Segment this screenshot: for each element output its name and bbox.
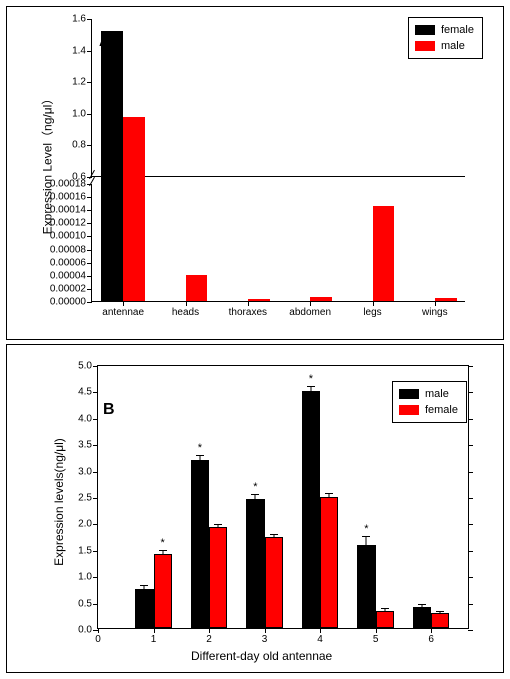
significance-star: * xyxy=(364,523,368,535)
bar xyxy=(123,117,145,176)
bar xyxy=(164,301,186,302)
bar xyxy=(376,611,394,628)
xtick-label: wings xyxy=(422,307,448,318)
ytick-label: 1.4 xyxy=(72,45,86,56)
panel-a-lower-axes: 0.000000.000020.000040.000060.000080.000… xyxy=(91,184,465,302)
xtick-label: 4 xyxy=(317,634,323,645)
significance-star: * xyxy=(309,373,313,385)
ytick-label: 0.00016 xyxy=(50,192,86,203)
ytick-label: 0.00010 xyxy=(50,231,86,242)
xtick-label: 3 xyxy=(262,634,268,645)
bar xyxy=(351,301,373,302)
bar xyxy=(310,297,332,301)
bar xyxy=(413,301,435,302)
bar xyxy=(135,589,153,628)
ytick-label: 1.0 xyxy=(72,108,86,119)
ytick-label: 4.5 xyxy=(78,387,92,398)
ytick-label: 0.00004 xyxy=(50,270,86,281)
significance-star: * xyxy=(161,537,165,549)
bar xyxy=(435,298,457,301)
ytick-label: 2.5 xyxy=(78,493,92,504)
bar xyxy=(101,31,123,176)
bar xyxy=(186,275,208,301)
ytick-label: 0.00002 xyxy=(50,283,86,294)
ytick-label: 0.00018 xyxy=(50,179,86,190)
bar xyxy=(246,499,264,628)
ytick-label: 2.0 xyxy=(78,519,92,530)
panel-a: A female male Expression Level（ng/μl） 0.… xyxy=(6,6,504,340)
bar xyxy=(302,391,320,628)
ytick-label: 0.00014 xyxy=(50,205,86,216)
bar xyxy=(209,527,227,628)
xtick-label: 2 xyxy=(206,634,212,645)
bar xyxy=(357,545,375,628)
xtick-label: 0 xyxy=(95,634,101,645)
ytick-label: 0.5 xyxy=(78,598,92,609)
bar xyxy=(413,607,431,628)
bar xyxy=(101,183,123,301)
bar xyxy=(154,554,172,628)
ytick-label: 3.5 xyxy=(78,440,92,451)
xtick-label: 6 xyxy=(428,634,434,645)
ytick-label: 1.0 xyxy=(78,572,92,583)
xtick-label: 1 xyxy=(151,634,157,645)
ytick-label: 0.00006 xyxy=(50,257,86,268)
bar xyxy=(191,460,209,628)
bar xyxy=(123,183,145,301)
ytick-label: 0.00012 xyxy=(50,218,86,229)
bar xyxy=(431,613,449,628)
ytick-label: 1.6 xyxy=(72,14,86,25)
bar xyxy=(373,206,395,301)
xtick-label: thoraxes xyxy=(229,307,267,318)
ytick-label: 5.0 xyxy=(78,361,92,372)
panel-a-upper-axes: 0.60.81.01.21.41.6 xyxy=(91,19,465,177)
panel-b: B male female Expression levels(ng/μl) 0… xyxy=(6,344,504,673)
panel-b-xlabel: Different-day old antennae xyxy=(191,649,332,663)
figure: A female male Expression Level（ng/μl） 0.… xyxy=(0,0,510,679)
xtick-label: heads xyxy=(172,307,199,318)
bar xyxy=(265,537,283,628)
ytick-label: 0.00000 xyxy=(50,297,86,308)
panel-b-ylabel: Expression levels(ng/μl) xyxy=(52,402,66,602)
ytick-label: 0.0 xyxy=(78,625,92,636)
ytick-label: 4.0 xyxy=(78,413,92,424)
bar xyxy=(226,301,248,302)
significance-star: * xyxy=(198,442,202,454)
xtick-label: antennae xyxy=(102,307,144,318)
bar xyxy=(248,299,270,301)
significance-star: * xyxy=(253,481,257,493)
ytick-label: 3.0 xyxy=(78,466,92,477)
bar xyxy=(288,301,310,302)
ytick-label: 0.8 xyxy=(72,140,86,151)
ytick-label: 0.00008 xyxy=(50,244,86,255)
panel-b-axes: 0.00.51.01.52.02.53.03.54.04.55.00123456… xyxy=(97,365,469,629)
ytick-label: 1.2 xyxy=(72,77,86,88)
ytick-label: 1.5 xyxy=(78,545,92,556)
xtick-label: abdomen xyxy=(289,307,331,318)
xtick-label: 5 xyxy=(373,634,379,645)
xtick-label: legs xyxy=(363,307,381,318)
bar xyxy=(320,497,338,628)
